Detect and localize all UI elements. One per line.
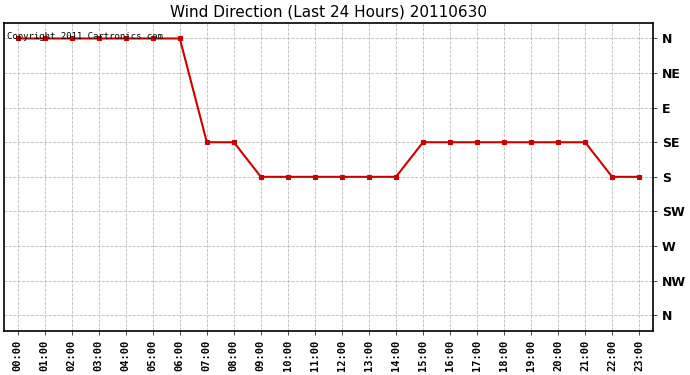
Title: Wind Direction (Last 24 Hours) 20110630: Wind Direction (Last 24 Hours) 20110630	[170, 4, 487, 19]
Text: Copyright 2011 Cartronics.com: Copyright 2011 Cartronics.com	[8, 32, 164, 41]
